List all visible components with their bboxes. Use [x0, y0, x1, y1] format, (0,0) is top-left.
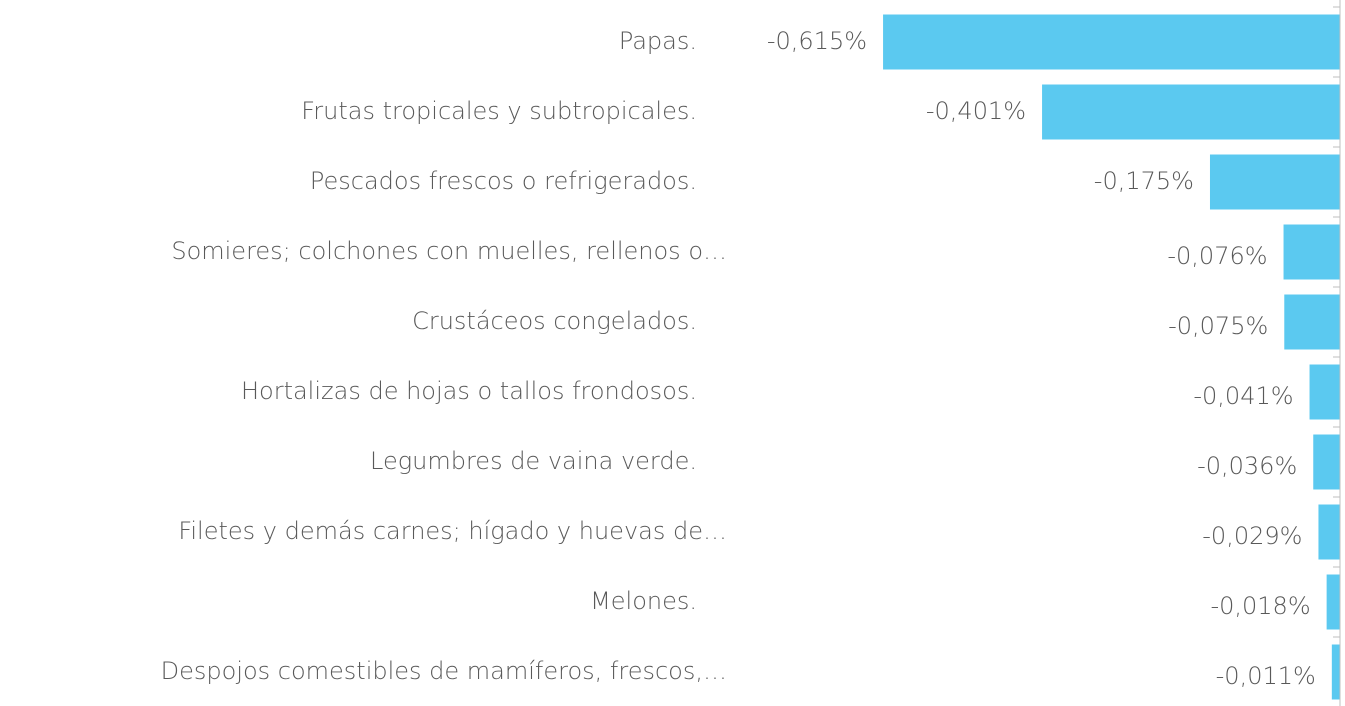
value-label: -0,615% — [767, 27, 867, 55]
bar — [1283, 224, 1340, 280]
value-label: -0,011% — [1216, 662, 1316, 690]
category-label: Frutas tropicales y subtropicales. — [301, 97, 697, 125]
bar — [1209, 154, 1340, 210]
value-label: -0,175% — [1094, 167, 1194, 195]
bar — [1042, 84, 1340, 140]
bar — [1331, 644, 1340, 700]
bar — [1326, 574, 1340, 630]
value-label: -0,075% — [1168, 312, 1268, 340]
category-label: Filetes y demás carnes; hígado y huevas … — [178, 517, 727, 545]
value-label: -0,041% — [1193, 382, 1293, 410]
value-label: -0,036% — [1197, 452, 1297, 480]
category-label: Legumbres de vaina verde. — [370, 447, 697, 475]
category-label: Papas. — [619, 27, 697, 55]
value-label: -0,029% — [1202, 522, 1302, 550]
bar — [1313, 434, 1340, 490]
category-label: Melones. — [590, 587, 697, 615]
value-label: -0,076% — [1167, 242, 1267, 270]
category-label: Somieres; colchones con muelles, relleno… — [171, 237, 727, 265]
category-label: Hortalizas de hojas o tallos frondosos. — [241, 377, 697, 405]
bar — [1284, 294, 1340, 350]
category-label: Despojos comestibles de mamíferos, fresc… — [161, 657, 727, 685]
bar — [883, 14, 1340, 70]
value-label: -0,401% — [926, 97, 1026, 125]
value-label: -0,018% — [1210, 592, 1310, 620]
bar — [1309, 364, 1340, 420]
category-label: Pescados frescos o refrigerados. — [310, 167, 697, 195]
category-label: Crustáceos congelados. — [412, 307, 697, 335]
bar — [1318, 504, 1340, 560]
